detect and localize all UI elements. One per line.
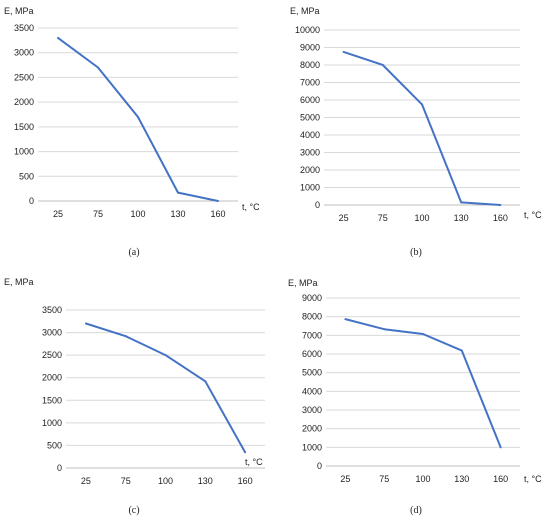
x-tick-label: 25 (53, 209, 63, 219)
y-tick-label: 3500 (42, 305, 62, 315)
y-tick-label: 3500 (14, 23, 34, 33)
data-point (124, 335, 127, 338)
x-tick-label: 130 (454, 213, 469, 223)
x-tick-label: 100 (130, 209, 145, 219)
y-tick-label: 0 (317, 461, 322, 471)
y-tick-label: 1000 (14, 147, 34, 157)
y-tick-label: 9000 (302, 293, 322, 303)
data-point (499, 446, 502, 449)
y-tick-label: 6000 (300, 95, 320, 105)
y-tick-label: 4000 (300, 130, 320, 140)
x-tick-label: 75 (378, 213, 388, 223)
y-tick-label: 0 (315, 200, 320, 210)
y-axis-title: E, MPa (288, 278, 318, 288)
chart-panel: 0 1000 2000 3000 4000 5000 6000 7000 8000 9000 25 7… (288, 278, 542, 516)
y-tick-label: 7000 (300, 78, 320, 88)
y-tick-label: 5000 (302, 368, 322, 378)
data-point (244, 451, 247, 454)
y-tick-label: 10000 (295, 25, 320, 35)
y-tick-label: 0 (57, 463, 62, 473)
panel-label: (c) (128, 505, 139, 516)
data-point (217, 200, 219, 202)
x-tick-label: 160 (493, 213, 508, 223)
y-tick-label: 4000 (302, 386, 322, 396)
data-point (97, 66, 99, 69)
chart-panel: 0 500 1000 1500 2000 2500 3000 3500 25 75 100 130 16… (4, 277, 265, 516)
x-tick-label: 25 (340, 474, 350, 484)
data-point (164, 354, 167, 357)
data-point (460, 349, 463, 352)
chart-panel: 0 500 1000 1500 2000 2500 3000 3500 25 75 100 130 16… (4, 6, 260, 258)
x-axis-title: t, °C (524, 474, 542, 484)
y-tick-label: 9000 (300, 43, 320, 53)
x-tick-label: 75 (93, 209, 103, 219)
y-tick-label: 2000 (42, 373, 62, 383)
x-tick-label: 160 (210, 209, 225, 219)
x-tick-label: 160 (238, 476, 253, 486)
data-point (204, 380, 207, 383)
chart-panel: 0 1000 2000 3000 4000 5000 6000 7000 8000 9000 100… (290, 6, 542, 258)
data-point (177, 191, 179, 194)
y-tick-label: 3000 (42, 328, 62, 338)
y-tick-label: 2000 (14, 97, 34, 107)
series-line (343, 50, 501, 206)
series-line (345, 318, 502, 448)
data-point (381, 64, 384, 66)
panel-label: (a) (128, 247, 139, 258)
data-point (84, 322, 87, 325)
x-tick-label: 75 (121, 476, 131, 486)
y-tick-label: 2000 (300, 165, 320, 175)
x-axis-title: t, °C (524, 210, 542, 220)
data-point (460, 201, 463, 204)
x-tick-label: 75 (379, 474, 389, 484)
y-tick-label: 1000 (302, 442, 322, 452)
x-tick-label: 100 (158, 476, 173, 486)
x-tick-label: 25 (81, 476, 91, 486)
data-point (57, 36, 59, 39)
x-tick-label: 160 (493, 474, 508, 484)
y-tick-label: 500 (47, 440, 62, 450)
y-tick-label: 6000 (302, 349, 322, 359)
data-point (499, 204, 502, 206)
x-axis-title: t, °C (242, 202, 260, 212)
y-tick-label: 1500 (14, 122, 34, 132)
panel-label: (d) (410, 505, 422, 516)
data-point (421, 103, 423, 106)
series-line (85, 322, 246, 453)
y-tick-label: 8000 (302, 312, 322, 322)
x-tick-label: 130 (170, 209, 185, 219)
y-tick-label: 7000 (302, 330, 322, 340)
y-axis-title: E, MPa (4, 6, 34, 16)
x-axis-title: t, °C (245, 457, 263, 467)
data-point (344, 318, 347, 321)
y-tick-label: 3000 (14, 48, 34, 58)
y-axis-title: E, MPa (290, 6, 320, 16)
y-tick-label: 3000 (302, 405, 322, 415)
y-tick-label: 500 (19, 171, 34, 181)
data-point (342, 50, 345, 53)
y-tick-label: 1000 (300, 183, 320, 193)
y-tick-label: 8000 (300, 60, 320, 70)
x-tick-label: 100 (415, 474, 430, 484)
x-tick-label: 130 (454, 474, 469, 484)
y-tick-label: 1500 (42, 395, 62, 405)
data-point (422, 333, 424, 336)
data-point (383, 328, 386, 331)
y-tick-label: 2500 (14, 72, 34, 82)
y-tick-label: 5000 (300, 113, 320, 123)
y-tick-label: 1000 (42, 418, 62, 428)
x-tick-label: 25 (339, 213, 349, 223)
panel-label: (b) (410, 247, 422, 258)
x-tick-label: 130 (198, 476, 213, 486)
y-tick-label: 2500 (42, 350, 62, 360)
data-point (137, 115, 139, 118)
x-tick-label: 100 (414, 213, 429, 223)
y-tick-label: 3000 (300, 148, 320, 158)
y-tick-label: 2000 (302, 424, 322, 434)
y-axis-title: E, MPa (4, 277, 34, 287)
y-tick-label: 0 (29, 196, 34, 206)
